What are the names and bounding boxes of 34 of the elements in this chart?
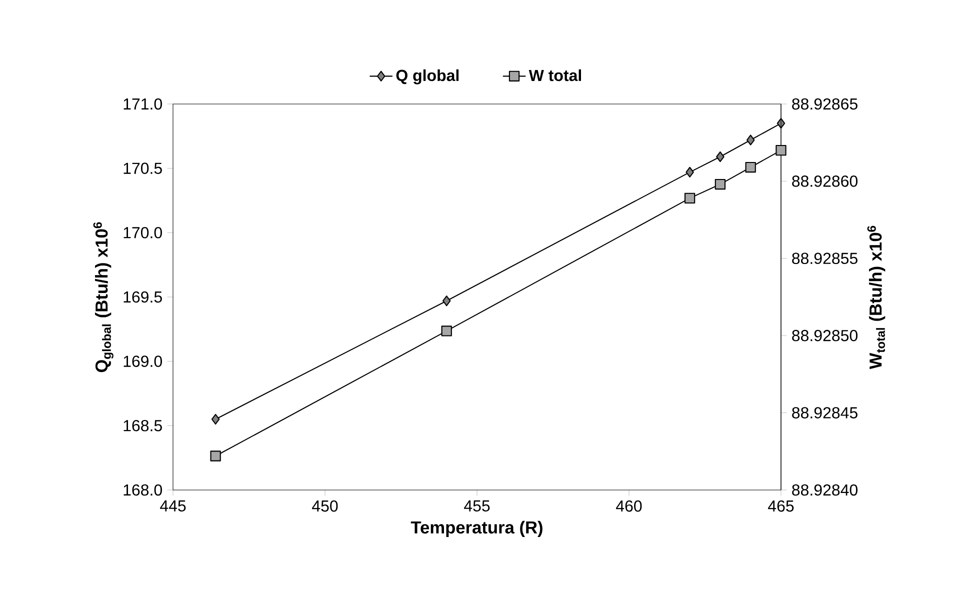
- y2-tick-label: 88.92860: [792, 176, 858, 187]
- x-tick-label: 460: [616, 500, 642, 512]
- y-tick-label: 168.5: [124, 420, 162, 432]
- point: [746, 134, 755, 146]
- y2-tick-label: 88.92840: [792, 484, 858, 496]
- y-tick-label: 170.5: [124, 162, 162, 174]
- point: [686, 166, 694, 178]
- y2-tick-label: 88.92865: [792, 98, 858, 110]
- legend-label: W total: [528, 69, 582, 82]
- x-tick-label: 445: [160, 500, 186, 512]
- point: [745, 162, 756, 173]
- point: [716, 151, 724, 162]
- point: [210, 450, 221, 462]
- y-axis-title: Q$_{global}$ (Btu/h) x10$^{6}$: [93, 222, 114, 372]
- y-tick-label: 170.0: [124, 226, 162, 238]
- point: [211, 414, 220, 425]
- point: [684, 192, 696, 204]
- y-tick-label: 171.0: [124, 98, 162, 110]
- y2-axis-title: W$_{total}$ (Btu/h) x10$^{6}$: [867, 226, 886, 370]
- x-tick-label: 465: [768, 500, 794, 512]
- legend-label: Q global: [396, 69, 459, 84]
- x-tick-label: 450: [312, 500, 338, 512]
- point: [714, 178, 726, 190]
- point: [776, 144, 786, 156]
- x-axis-title: Temperatura (R): [410, 520, 542, 538]
- y2-tick-label: 88.92845: [792, 407, 858, 418]
- y2-tick-label: 88.92855: [792, 252, 858, 264]
- y-tick-label: 169.5: [124, 291, 162, 303]
- y-tick-label: 169.0: [124, 356, 162, 367]
- x-tick-label: 455: [464, 500, 490, 512]
- y2-tick-label: 88.92850: [792, 330, 858, 342]
- y-tick-label: 168.0: [124, 484, 162, 496]
- point: [441, 326, 452, 336]
- point: [442, 296, 451, 306]
